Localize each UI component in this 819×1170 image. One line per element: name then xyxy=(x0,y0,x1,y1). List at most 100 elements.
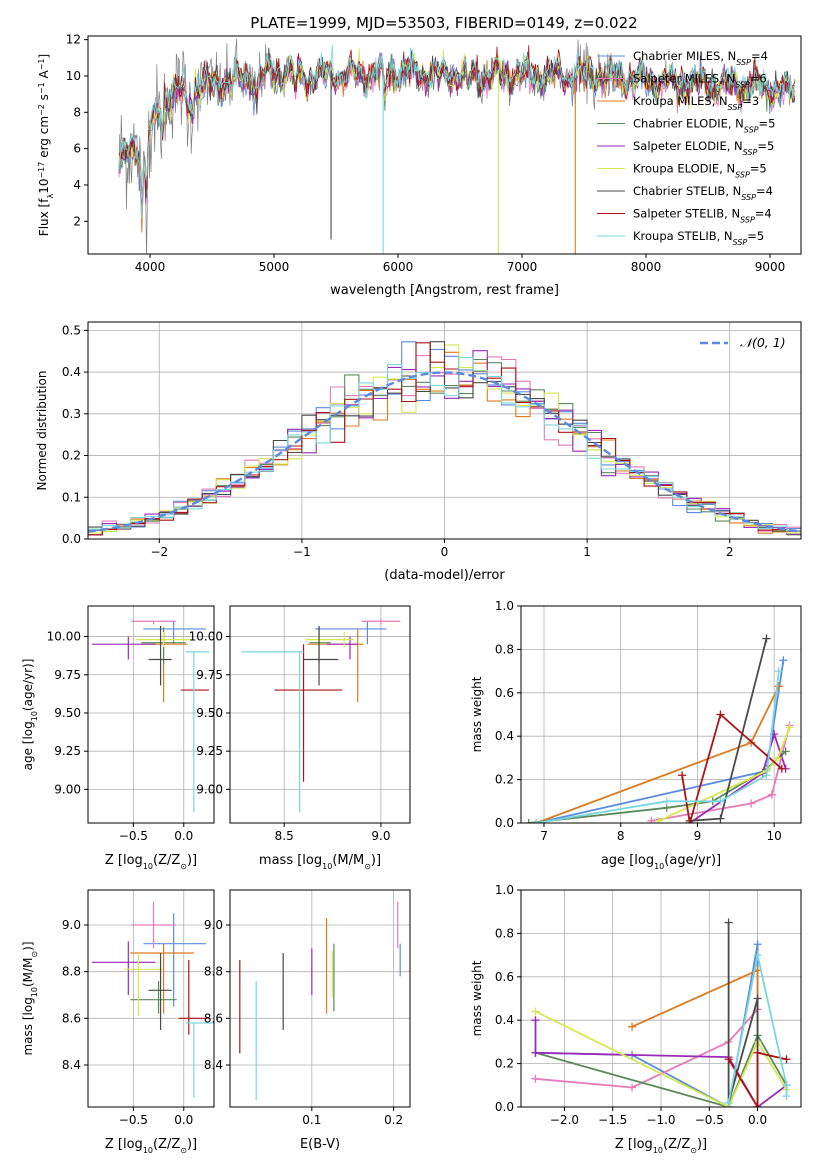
weight-marker xyxy=(767,790,776,799)
weight-marker xyxy=(531,1048,540,1057)
y-tick-label: 0.2 xyxy=(495,773,514,787)
mass_vs_Z-panel: −0.5 0.0 8.4 8.6 8.8 9.0 Z [log10(Z/Z⊙)] mass [… xyxy=(21,889,215,1155)
y-tick-label: 1.0 xyxy=(495,883,514,897)
y-tick-label: 9.75 xyxy=(196,668,223,682)
y-tick-label: 9.0 xyxy=(204,918,223,932)
weight-marker xyxy=(773,753,782,762)
x-tick-label: 4000 xyxy=(135,260,166,274)
y-tick-label: 8.8 xyxy=(204,965,223,979)
plot-area xyxy=(92,901,214,1098)
weight-marker xyxy=(531,1074,540,1083)
y-tick-label: 10.00 xyxy=(47,630,81,644)
axes-frame xyxy=(87,35,802,255)
weight-marker xyxy=(762,771,771,780)
weight-marker xyxy=(753,951,762,960)
axes-frame xyxy=(229,889,411,1108)
x-tick-label: 9.0 xyxy=(371,829,390,843)
y-tick-label: 0.0 xyxy=(62,532,81,546)
y-tick-label: 0.5 xyxy=(62,323,81,337)
x-tick-label: 9000 xyxy=(755,260,786,274)
x-tick-label: 8 xyxy=(617,829,625,843)
weight-line xyxy=(536,660,785,823)
mass_vs_Z-xlabel: Z [log10(Z/Z⊙)] xyxy=(105,1137,197,1155)
y-tick-label: 0.6 xyxy=(495,686,514,700)
y-tick-label: 0.4 xyxy=(62,365,81,379)
weight-line xyxy=(689,638,768,822)
y-tick-label: 0.0 xyxy=(495,816,514,830)
legend-label: Salpeter MILES, NSSP=6 xyxy=(633,72,767,90)
y-tick-label: 8.4 xyxy=(62,1058,81,1072)
x-tick-label: 2 xyxy=(726,545,734,559)
residuals-panel: −2 −1 0 1 2 0.0 0.1 0.2 0.3 0.4 0.5 (data-model)/er… xyxy=(35,321,802,583)
weight-marker xyxy=(524,819,533,823)
x-tick-label: 0.0 xyxy=(748,1113,767,1127)
y-tick-label: 9.50 xyxy=(54,706,81,720)
mass_weight_vs_Z-panel: −2.0 −1.5 −1.0 −0.5 0.0 0.0 0.2 0.4 0.6 0.8 1.0 Z [… xyxy=(470,883,802,1155)
weight-line xyxy=(536,670,780,823)
weight-marker xyxy=(753,940,762,949)
y-tick-label: 0.6 xyxy=(495,970,514,984)
x-tick-label: 10 xyxy=(767,829,782,843)
weight-marker xyxy=(647,816,656,823)
plot-area xyxy=(118,38,795,254)
weight-line xyxy=(681,712,783,823)
y-tick-label: 0.2 xyxy=(62,449,81,463)
mass_weight_vs_age-xlabel: age [log10(age/yr)] xyxy=(601,853,721,871)
legend-label: Kroupa STELIB, NSSP=5 xyxy=(633,229,764,247)
x-tick-label: −0.5 xyxy=(119,829,148,843)
x-tick-label: −2 xyxy=(150,545,168,559)
age_vs_Z-xlabel: Z [log10(Z/Z⊙)] xyxy=(105,853,197,871)
plot-area xyxy=(239,901,401,1100)
weight-marker xyxy=(779,656,788,665)
age_vs_mass-panel: 8.5 9.0 9.00 9.25 9.50 9.75 10.00 mass [log10(M… xyxy=(189,605,411,871)
histogram-step xyxy=(88,342,801,536)
y-tick-label: 0.1 xyxy=(62,490,81,504)
legend-label: Kroupa ELODIE, NSSP=5 xyxy=(633,162,767,180)
weight-marker xyxy=(753,994,762,1003)
y-tick-label: 0.0 xyxy=(495,1100,514,1114)
weight-marker xyxy=(716,710,725,719)
weight-marker xyxy=(774,682,783,691)
x-tick-label: 8.5 xyxy=(275,829,294,843)
x-tick-label: −1.5 xyxy=(598,1113,627,1127)
weight-marker xyxy=(685,819,694,823)
y-tick-label: 8.4 xyxy=(204,1058,223,1072)
weight-marker xyxy=(716,814,725,823)
weight-marker xyxy=(774,667,783,676)
weight-marker xyxy=(777,764,786,773)
weight-marker xyxy=(782,1092,791,1101)
spectrum-xlabel: wavelength [Angstrom, rest frame] xyxy=(330,283,559,298)
spectrum-model-line xyxy=(118,45,795,217)
weight-marker xyxy=(747,799,756,808)
weight-marker xyxy=(532,819,541,823)
legend-label: Kroupa MILES, NSSP=3 xyxy=(633,94,759,112)
x-tick-label: 6000 xyxy=(383,260,414,274)
x-tick-label: −0.5 xyxy=(119,1113,148,1127)
plot-area xyxy=(531,918,791,1107)
weight-line xyxy=(727,954,788,1103)
y-tick-label: 9.0 xyxy=(62,918,81,932)
x-tick-label: 0.2 xyxy=(384,1113,403,1127)
y-tick-label: 0.8 xyxy=(495,642,514,656)
x-tick-label: −0.5 xyxy=(695,1113,724,1127)
x-tick-label: 0.0 xyxy=(174,829,193,843)
legend-label: Salpeter STELIB, NSSP=4 xyxy=(633,207,772,225)
mass_weight_vs_age-ylabel: mass weight xyxy=(470,676,484,752)
plot-area xyxy=(241,618,401,813)
mass_vs_Z-ylabel: mass [log10(M/M⊙)] xyxy=(21,941,39,1055)
weight-marker xyxy=(531,1007,540,1016)
y-tick-label: 4 xyxy=(73,178,81,192)
mass_weight_vs_Z-xlabel: Z [log10(Z/Z⊙)] xyxy=(615,1137,707,1155)
spectrum-model-line xyxy=(118,44,795,218)
mass_weight_vs_Z-ylabel: mass weight xyxy=(470,960,484,1036)
y-tick-label: 8.6 xyxy=(204,1011,223,1025)
mass_vs_ebv-xlabel: E(B-V) xyxy=(300,1137,340,1152)
y-tick-label: 8.6 xyxy=(62,1011,81,1025)
spectrum-panel: 4000 5000 6000 7000 8000 9000 2 4 6 8 10 12 waveleng… xyxy=(37,33,802,298)
weight-marker xyxy=(762,634,771,643)
mass_weight_vs_age-panel: 7 8 9 10 0.0 0.2 0.4 0.6 0.8 1.0 age [log10(age/yr… xyxy=(470,599,802,871)
legend-label: 𝒩(0, 1) xyxy=(740,335,786,350)
y-tick-label: 0.4 xyxy=(495,729,514,743)
weight-marker xyxy=(781,747,790,756)
